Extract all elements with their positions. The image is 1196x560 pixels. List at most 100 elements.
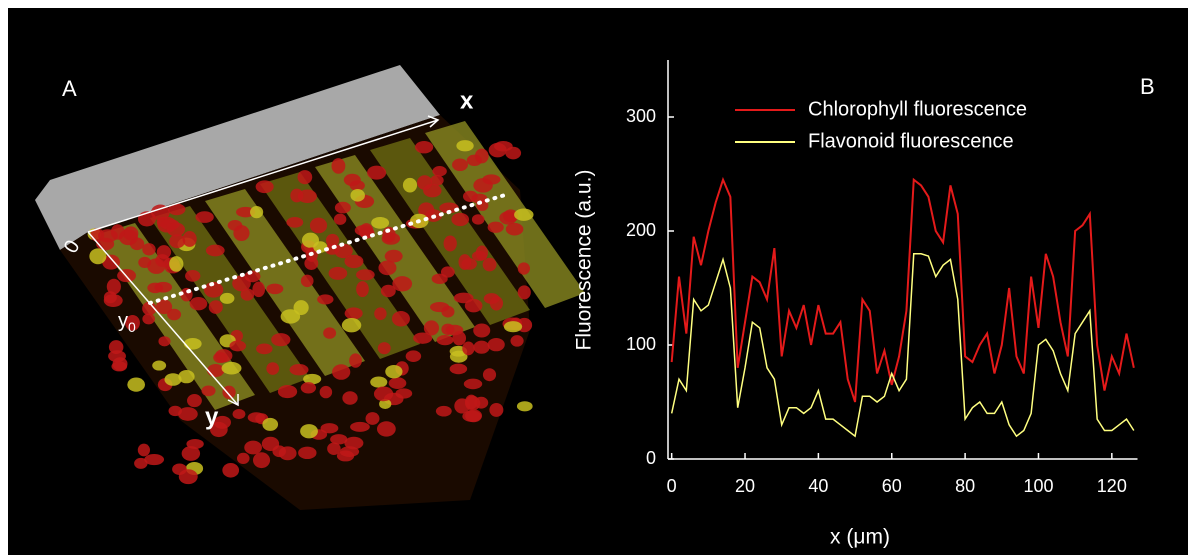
chloroplast <box>374 386 393 401</box>
chloroplast <box>385 250 403 263</box>
chloroplast <box>432 274 448 284</box>
chloroplast <box>107 279 121 295</box>
chloroplast <box>459 254 472 270</box>
chloroplast <box>201 385 215 396</box>
chloroplast <box>330 434 347 444</box>
chloroplast <box>256 344 273 355</box>
chloroplast <box>179 469 198 484</box>
chloroplast <box>342 318 361 332</box>
chloroplast <box>415 141 433 153</box>
chloroplast <box>300 424 318 438</box>
chloroplast <box>441 306 454 318</box>
chloroplast <box>350 422 370 432</box>
chloroplast <box>395 388 412 398</box>
chloroplast <box>472 251 487 261</box>
chloroplast <box>452 159 468 172</box>
chloroplast <box>450 364 468 375</box>
chloroplast <box>392 311 410 326</box>
chloroplast <box>332 158 346 174</box>
chloroplast <box>355 225 373 236</box>
panel-label: A <box>62 76 77 101</box>
chloroplast <box>184 338 202 350</box>
chloroplast <box>167 309 181 320</box>
chloroplast <box>222 386 235 399</box>
chloroplast <box>229 341 246 352</box>
x-tick-label: 120 <box>1097 476 1127 496</box>
x-tick-label: 60 <box>882 476 902 496</box>
chloroplast <box>335 202 351 214</box>
chloroplast <box>157 245 171 259</box>
chloroplast <box>178 370 194 383</box>
chloroplast <box>488 222 504 233</box>
chloroplast <box>323 327 336 338</box>
chloroplast <box>209 300 223 314</box>
chloroplast <box>499 211 517 224</box>
chloroplast <box>356 281 369 297</box>
page: {"panel_a": {"label": "A", "x_axis": "x"… <box>0 0 1196 560</box>
chloroplast <box>514 209 533 221</box>
chloroplast <box>158 336 170 346</box>
y-tick-label: 200 <box>626 220 656 240</box>
chloroplast <box>378 260 396 275</box>
chloroplast <box>206 245 225 257</box>
chloroplast <box>250 206 263 218</box>
chloroplast <box>142 243 155 255</box>
chloroplast <box>374 307 386 320</box>
chloroplast <box>154 282 172 293</box>
chloroplast <box>472 214 485 224</box>
chloroplast <box>186 439 203 449</box>
chloroplast <box>356 269 375 280</box>
chloroplast <box>271 333 290 346</box>
chloroplast <box>489 403 503 417</box>
chloroplast <box>430 175 443 186</box>
x-tick-label: 40 <box>808 476 828 496</box>
chloroplast <box>207 364 224 377</box>
chloroplast <box>483 368 496 381</box>
chloroplast <box>290 364 309 375</box>
chloroplast <box>127 378 145 392</box>
chloroplast <box>272 445 286 457</box>
chloroplast <box>462 342 474 356</box>
chloroplast <box>310 218 327 234</box>
chloroplast <box>244 441 262 455</box>
chloroplast <box>332 364 350 379</box>
chloroplast <box>488 338 505 351</box>
chloroplast <box>518 262 530 274</box>
chloroplast <box>301 275 314 288</box>
chloroplast <box>134 458 147 469</box>
chloroplast <box>342 391 357 404</box>
chloroplast <box>147 258 165 274</box>
chloroplast <box>104 294 123 307</box>
chloroplast <box>437 335 454 345</box>
chloroplast <box>326 234 339 247</box>
chloroplast <box>381 285 396 298</box>
chloroplast <box>222 463 239 478</box>
chloroplast <box>465 409 482 422</box>
chloroplast <box>444 236 457 252</box>
chloroplast <box>473 341 489 354</box>
chloroplast <box>109 340 123 354</box>
chloroplast <box>506 223 524 236</box>
chloroplast <box>489 143 507 157</box>
chloroplast <box>286 217 303 228</box>
chloroplast <box>169 256 183 272</box>
chloroplast <box>253 452 270 468</box>
chloroplast <box>245 270 261 282</box>
chloroplast <box>424 320 439 335</box>
chloroplast <box>456 140 473 151</box>
chloroplast <box>334 214 346 225</box>
chloroplast <box>504 321 522 332</box>
chloroplast <box>367 166 386 180</box>
chloroplast <box>266 362 279 375</box>
chloroplast <box>256 180 274 193</box>
chloroplast <box>252 282 265 298</box>
chloroplast <box>195 211 213 223</box>
chloroplast <box>432 166 446 176</box>
x-axis-label: x <box>460 87 474 114</box>
y-axis-title: Fluorescence (a.u.) <box>573 170 596 351</box>
chloroplast <box>378 342 391 354</box>
y-axis-label: y <box>205 403 219 430</box>
chloroplast <box>344 174 361 186</box>
chloroplast <box>298 447 316 459</box>
chloroplast <box>111 224 125 239</box>
